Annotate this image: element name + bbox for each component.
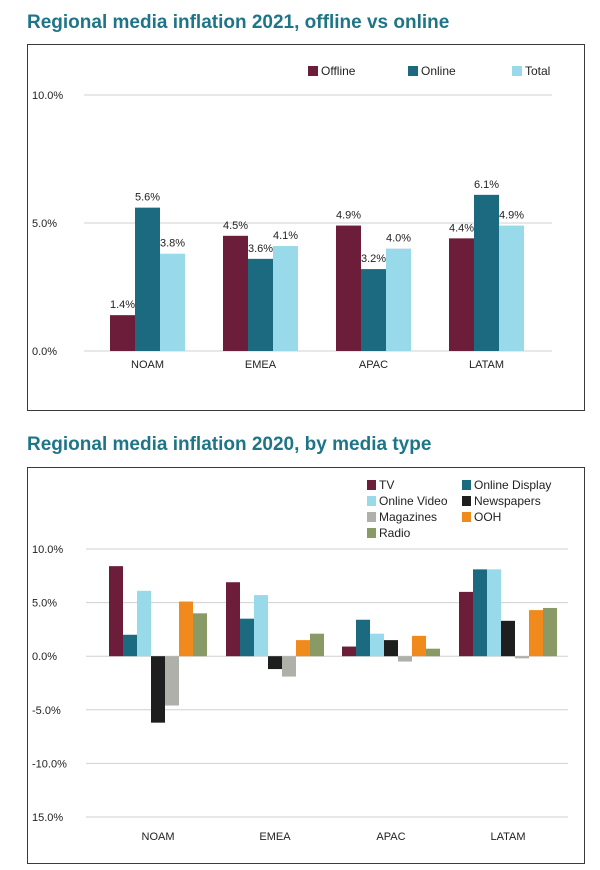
bar-magazines-latam — [515, 656, 529, 659]
bar-online-display-emea — [240, 618, 254, 657]
legend-swatch-online — [408, 66, 418, 76]
legend-swatch-magazines — [367, 512, 376, 522]
chart-1-plot: 0.0% 5.0% 10.0% 1.4% 5.6% 3.8% NOAM 4.5%3.6%4.1… — [32, 64, 552, 371]
bar-newspapers-latam — [501, 620, 515, 657]
chart-2-title: Regional media inflation 2020, by media … — [27, 434, 432, 455]
data-label: 4.9% — [499, 210, 524, 222]
chart-2-panel: 10.0% 5.0% 0.0% -5.0% -10.0% 15.0% NOAM EMEA APA… — [27, 467, 585, 864]
legend-label: Total — [525, 64, 550, 78]
bar-ooh-apac — [412, 635, 426, 657]
y-tick-label: 0.0% — [32, 651, 57, 663]
bar-online-video-noam — [137, 590, 151, 657]
y-tick-label: 5.0% — [32, 598, 57, 610]
legend-label: Online Display — [474, 478, 551, 492]
data-label: 1.4% — [110, 299, 135, 311]
data-label: 6.1% — [474, 179, 499, 191]
bar-online-emea — [248, 258, 273, 351]
data-label: 4.0% — [386, 233, 411, 245]
bar-tv-latam — [459, 591, 473, 657]
data-label: 4.5% — [223, 220, 248, 232]
x-tick-label: NOAM — [131, 359, 164, 371]
data-label: 3.6% — [248, 243, 273, 255]
bar-total-noam — [160, 253, 185, 351]
bar-tv-apac — [342, 646, 356, 657]
bar-online-noam — [135, 207, 160, 351]
legend-swatch-online-display — [462, 480, 471, 490]
legend-label: Online — [421, 64, 456, 78]
bar-offline-apac — [336, 225, 361, 351]
bar-tv-noam — [109, 566, 123, 657]
bar-online-video-emea — [254, 595, 268, 657]
bar-radio-noam — [193, 613, 207, 657]
y-tick-label: 5.0% — [32, 218, 57, 230]
bar-total-apac — [386, 248, 411, 351]
data-label: 3.2% — [361, 253, 386, 265]
y-tick-label: 0.0% — [32, 346, 57, 358]
bar-tv-emea — [226, 582, 240, 657]
bar-ooh-emea — [296, 640, 310, 657]
bar-newspapers-apac — [384, 640, 398, 657]
y-tick-label: -10.0% — [32, 758, 67, 770]
bar-newspapers-emea — [268, 656, 282, 670]
legend-swatch-radio — [367, 528, 376, 538]
y-tick-label: 10.0% — [32, 544, 63, 556]
legend-swatch-ooh — [462, 512, 471, 522]
data-label: 4.4% — [449, 222, 474, 234]
x-tick-label: APAC — [376, 831, 405, 843]
bar-online-display-apac — [356, 619, 370, 657]
bar-total-latam — [499, 225, 524, 351]
bar-magazines-emea — [282, 656, 296, 677]
y-tick-label: 15.0% — [32, 812, 63, 824]
bar-magazines-apac — [398, 656, 412, 662]
bar-radio-latam — [543, 607, 557, 657]
legend-label: Online Video — [379, 494, 448, 508]
bar-magazines-noam — [165, 656, 179, 706]
x-tick-label: APAC — [359, 359, 388, 371]
bar-radio-apac — [426, 648, 440, 657]
x-tick-label: LATAM — [490, 831, 525, 843]
chart-2-plot: 10.0% 5.0% 0.0% -5.0% -10.0% 15.0% NOAM EMEA APA… — [32, 478, 568, 843]
x-tick-label: NOAM — [142, 831, 175, 843]
legend-label: Radio — [379, 526, 411, 540]
data-label: 5.6% — [135, 192, 160, 204]
bar-online-latam — [474, 194, 499, 351]
legend-label: Newspapers — [474, 494, 541, 508]
bar-online-display-latam — [473, 569, 487, 657]
legend-swatch-newspapers — [462, 496, 471, 506]
bar-offline-latam — [449, 238, 474, 351]
bar-ooh-latam — [529, 610, 543, 657]
legend-swatch-online-video — [367, 496, 376, 506]
bar-radio-emea — [310, 633, 324, 657]
y-tick-label: 10.0% — [32, 90, 63, 102]
bar-newspapers-noam — [151, 656, 165, 723]
legend-label: Magazines — [379, 510, 437, 524]
bar-offline-noam — [110, 315, 135, 351]
legend-swatch-total — [512, 66, 522, 76]
bar-online-video-latam — [487, 569, 501, 657]
bar-online-video-apac — [370, 633, 384, 657]
data-label: 4.9% — [336, 210, 361, 222]
bar-online-display-noam — [123, 634, 137, 657]
data-label: 3.8% — [160, 238, 185, 250]
legend-swatch-offline — [308, 66, 318, 76]
x-tick-label: LATAM — [469, 359, 504, 371]
x-tick-label: EMEA — [259, 831, 291, 843]
y-tick-label: -5.0% — [32, 705, 61, 717]
bar-offline-emea — [223, 235, 248, 351]
chart-1-panel: 0.0% 5.0% 10.0% 1.4% 5.6% 3.8% NOAM 4.5% 3.6% 4.1… — [27, 44, 585, 411]
data-label: 4.1% — [273, 230, 298, 242]
legend-label: TV — [379, 478, 394, 492]
legend-swatch-tv — [367, 480, 376, 490]
legend-label: Offline — [321, 64, 356, 78]
legend-label: OOH — [474, 510, 501, 524]
chart-1-title: Regional media inflation 2021, offline v… — [27, 12, 450, 33]
bar-total-emea — [273, 246, 298, 351]
bar-ooh-noam — [179, 601, 193, 657]
bar-online-apac — [361, 269, 386, 351]
x-tick-label: EMEA — [245, 359, 277, 371]
